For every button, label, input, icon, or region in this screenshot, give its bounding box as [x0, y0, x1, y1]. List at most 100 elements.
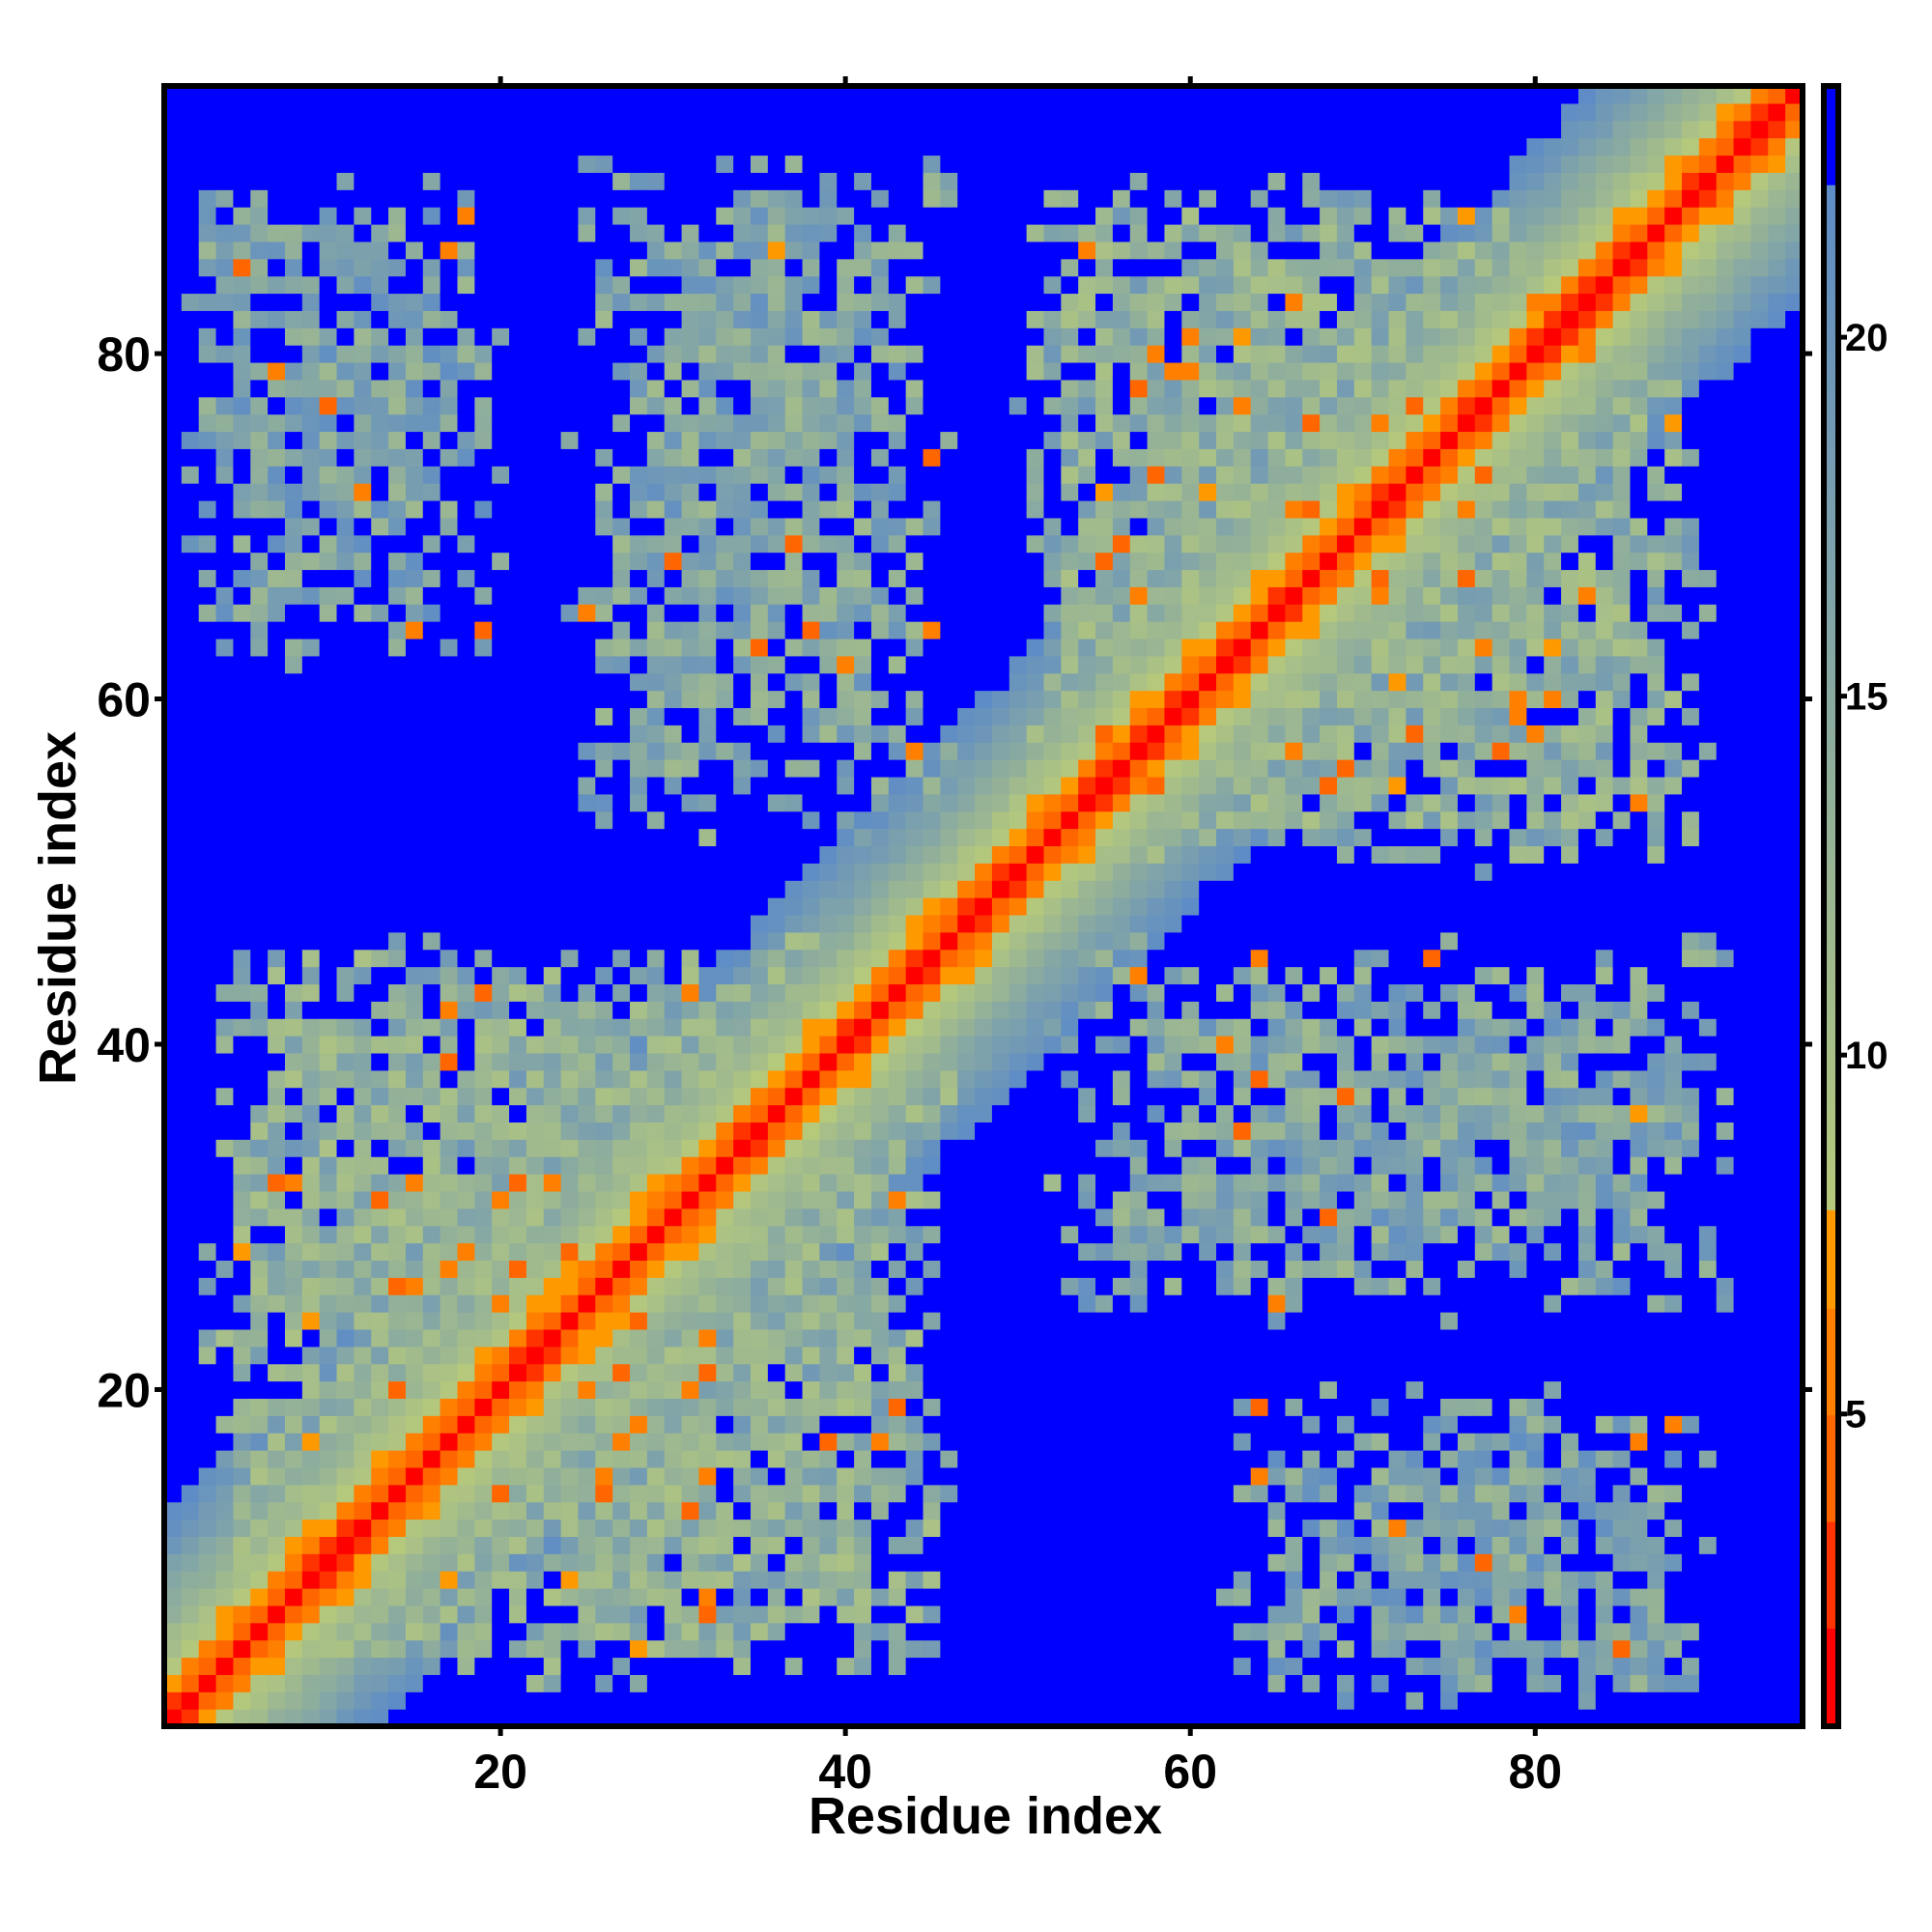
heatmap-cell [578, 1691, 596, 1710]
heatmap-cell [854, 189, 872, 208]
heatmap-cell [767, 1087, 786, 1106]
heatmap-cell [819, 327, 838, 346]
heatmap-cell [1061, 1553, 1079, 1572]
heatmap-cell [181, 1450, 200, 1468]
heatmap-cell [440, 241, 459, 260]
heatmap-cell [440, 466, 459, 484]
heatmap-cell [284, 207, 303, 225]
heatmap-cell [336, 241, 355, 260]
heatmap-cell [1026, 1156, 1045, 1175]
heatmap-cell [888, 1588, 907, 1606]
heatmap-cell [440, 1087, 459, 1106]
heatmap-cell [405, 431, 424, 449]
heatmap-cell [388, 966, 407, 985]
heatmap-cell [888, 707, 907, 725]
heatmap-cell [250, 1036, 269, 1054]
heatmap-cell [1009, 1328, 1028, 1348]
heatmap-cell [336, 293, 355, 311]
heatmap-cell [819, 258, 838, 277]
heatmap-cell [233, 604, 251, 622]
heatmap-cell [716, 1363, 734, 1382]
heatmap-cell [664, 1225, 683, 1244]
heatmap-cell [940, 897, 958, 916]
heatmap-cell [630, 1639, 648, 1659]
heatmap-cell [802, 863, 820, 881]
heatmap-cell [991, 949, 1010, 968]
heatmap-cell [923, 1588, 941, 1606]
heatmap-cell [750, 810, 769, 830]
heatmap-cell [612, 897, 631, 916]
heatmap-cell [215, 897, 235, 916]
heatmap-cell [405, 759, 424, 778]
heatmap-cell [440, 1277, 459, 1295]
heatmap-cell [819, 189, 838, 208]
heatmap-cell [837, 828, 855, 847]
heatmap-cell [681, 1536, 700, 1554]
heatmap-cell [1009, 1312, 1028, 1330]
heatmap-cell [767, 1519, 786, 1537]
heatmap-cell [957, 379, 976, 398]
heatmap-cell [802, 1018, 820, 1037]
heatmap-cell [784, 604, 804, 622]
heatmap-cell [284, 172, 303, 190]
heatmap-cell [905, 1639, 924, 1659]
heatmap-cell [198, 1277, 217, 1295]
heatmap-cell [991, 586, 1010, 605]
heatmap-cell [664, 793, 683, 812]
heatmap-cell [164, 241, 183, 260]
heatmap-cell [819, 655, 838, 674]
heatmap-cell [681, 207, 700, 225]
heatmap-cell [543, 742, 562, 760]
heatmap-cell [164, 361, 183, 381]
heatmap-cell [802, 1380, 820, 1399]
heatmap-cell [888, 396, 907, 415]
heatmap-cell [354, 1588, 372, 1606]
heatmap-cell [405, 258, 424, 277]
heatmap-cell [526, 1104, 545, 1123]
heatmap-cell [457, 1001, 475, 1019]
heatmap-cell [646, 1174, 666, 1192]
heatmap-cell [854, 1466, 872, 1486]
heatmap-cell [268, 655, 286, 674]
heatmap-cell [940, 345, 958, 363]
heatmap-cell [560, 207, 580, 225]
heatmap-cell [870, 413, 890, 433]
heatmap-cell [716, 345, 734, 363]
heatmap-cell [888, 1605, 907, 1624]
heatmap-cell [509, 1450, 527, 1468]
heatmap-cell [784, 828, 804, 847]
heatmap-cell [509, 1466, 527, 1486]
heatmap-cell [371, 793, 389, 812]
heatmap-cell [250, 552, 269, 571]
heatmap-cell [991, 413, 1010, 433]
heatmap-cell [646, 1605, 666, 1624]
heatmap-cell [819, 897, 838, 916]
heatmap-cell [923, 1139, 941, 1157]
heatmap-cell [422, 86, 441, 104]
heatmap-cell [681, 1294, 700, 1313]
heatmap-cell [284, 1605, 303, 1624]
heatmap-cell [716, 1208, 734, 1227]
heatmap-cell [905, 1466, 924, 1486]
heatmap-cell [578, 448, 596, 467]
heatmap-cell [474, 345, 493, 363]
heatmap-cell [646, 1052, 666, 1071]
heatmap-cell [319, 483, 338, 501]
heatmap-cell [215, 759, 235, 778]
heatmap-cell [336, 586, 355, 605]
heatmap-cell [716, 949, 734, 968]
heatmap-cell [526, 1466, 545, 1486]
heatmap-cell [164, 1208, 183, 1227]
heatmap-cell [630, 1156, 648, 1175]
heatmap-cell [509, 586, 527, 605]
heatmap-cell [319, 207, 338, 225]
heatmap-cell [923, 1346, 941, 1365]
heatmap-cell [750, 690, 769, 709]
heatmap-cell [233, 724, 251, 743]
heatmap-cell [492, 1415, 510, 1434]
heatmap-cell [819, 1104, 838, 1123]
heatmap-cell [215, 1363, 235, 1382]
heatmap-cell [164, 379, 183, 398]
heatmap-cell [837, 1622, 855, 1641]
heatmap-cell [854, 1104, 872, 1123]
